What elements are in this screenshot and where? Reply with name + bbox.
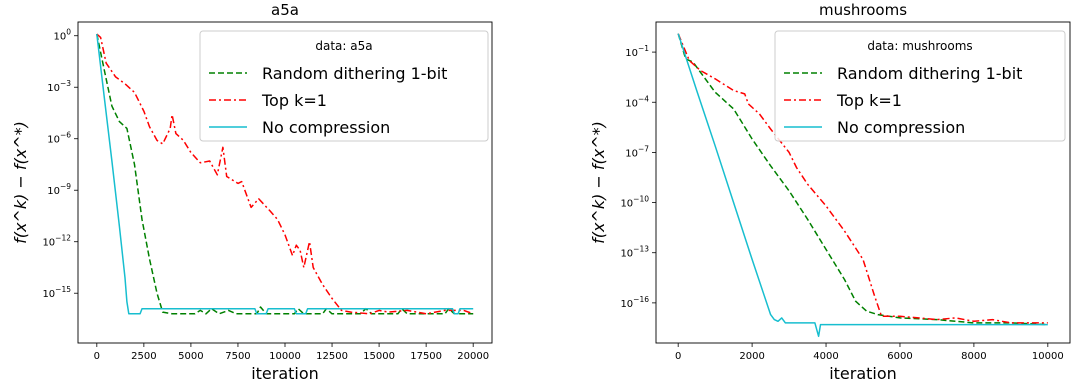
y-tick-exponent: −4	[638, 94, 649, 103]
y-tick-exponent: −10	[633, 195, 649, 204]
y-tick-label: 10−4	[625, 94, 649, 109]
y-tick-label: 100	[53, 28, 71, 43]
y-tick-base: 10	[47, 186, 60, 197]
x-tick-label: 0	[94, 351, 100, 362]
y-tick-label: 10−7	[625, 144, 649, 159]
x-axis-label: iteration	[829, 364, 897, 383]
legend: data: mushrooms Random dithering 1-bit Top…	[774, 30, 1066, 142]
y-tick-base: 10	[625, 48, 638, 59]
y-tick-label: 10−13	[620, 245, 649, 260]
y-tick-label: 10−6	[47, 131, 71, 146]
y-tick-exponent: −16	[633, 295, 649, 304]
legend-title: data: mushrooms	[867, 39, 972, 53]
x-tick-label: 17500	[410, 351, 442, 362]
y-tick-exponent: −9	[60, 182, 71, 191]
x-tick-label: 10000	[269, 351, 301, 362]
x-tick-label: 6000	[887, 351, 912, 362]
y-tick-exponent: −12	[55, 234, 71, 243]
series-line-no-compression	[677, 33, 1048, 338]
y-tick-label: 10−9	[47, 182, 71, 197]
legend-label: Top k=1	[261, 91, 327, 110]
y-tick-base: 10	[42, 238, 55, 249]
y-tick-exponent: −1	[638, 44, 649, 53]
axes-frame	[655, 21, 1071, 344]
chart-title: a5a	[271, 1, 299, 19]
series-line-no-compression	[96, 33, 474, 315]
y-tick-base: 10	[620, 199, 633, 210]
x-axis-label: iteration	[251, 364, 319, 383]
y-tick-label: 10−10	[620, 195, 649, 210]
y-tick-label: 10−12	[42, 234, 71, 249]
legend-label: Random dithering 1-bit	[262, 64, 447, 83]
legend-label: No compression	[837, 118, 965, 137]
y-tick-base: 10	[42, 289, 55, 300]
y-tick-base: 10	[53, 32, 66, 43]
x-tick-label: 20000	[457, 351, 489, 362]
y-tick-label: 10−16	[620, 295, 649, 310]
series-line-random-dithering-1-bit	[677, 33, 1048, 326]
y-tick-exponent: −6	[60, 131, 71, 140]
y-tick-exponent: −3	[60, 79, 71, 88]
legend-box	[199, 30, 489, 142]
x-tick-label: 2500	[131, 351, 156, 362]
y-tick-exponent: −15	[55, 285, 71, 294]
series-group	[96, 33, 474, 315]
y-tick-exponent: −7	[638, 144, 649, 153]
x-tick-label: 12500	[316, 351, 348, 362]
y-tick-label: 10−3	[47, 79, 71, 94]
legend-label: Top k=1	[836, 91, 902, 110]
series-group	[677, 33, 1048, 338]
y-tick-base: 10	[620, 249, 633, 260]
y-tick-base: 10	[625, 98, 638, 109]
legend-label: No compression	[262, 118, 390, 137]
series-line-random-dithering-1-bit	[96, 33, 474, 315]
y-axis-label: f(x^k) − f(x^*)	[589, 121, 608, 244]
legend-box	[774, 30, 1066, 142]
y-tick-base: 10	[47, 135, 60, 146]
chart-title: mushrooms	[819, 1, 907, 19]
legend-title: data: a5a	[315, 39, 372, 53]
y-axis-label: f(x^k) − f(x^*)	[11, 121, 30, 244]
x-tick-label: 15000	[363, 351, 395, 362]
x-tick-label: 2000	[739, 351, 764, 362]
y-tick-base: 10	[620, 299, 633, 310]
y-tick-label: 10−1	[625, 44, 649, 59]
series-line-top-k-1	[96, 33, 474, 315]
x-tick-label: 8000	[961, 351, 986, 362]
y-tick-base: 10	[625, 148, 638, 159]
legend: data: a5a Random dithering 1-bit Top k=1 No…	[199, 30, 489, 142]
legend-label: Random dithering 1-bit	[837, 64, 1022, 83]
x-tick-label: 4000	[813, 351, 838, 362]
y-tick-label: 10−15	[42, 285, 71, 300]
x-tick-label: 10000	[1032, 351, 1064, 362]
y-tick-exponent: −13	[633, 245, 649, 254]
x-tick-label: 0	[675, 351, 681, 362]
x-tick-label: 5000	[178, 351, 203, 362]
y-tick-exponent: 0	[66, 28, 71, 37]
y-tick-base: 10	[47, 83, 60, 94]
x-tick-label: 7500	[225, 351, 250, 362]
subplot-a5a: a5a 0 2500 5000 7500 10000 12500 15000 17500 2000…	[11, 1, 493, 383]
